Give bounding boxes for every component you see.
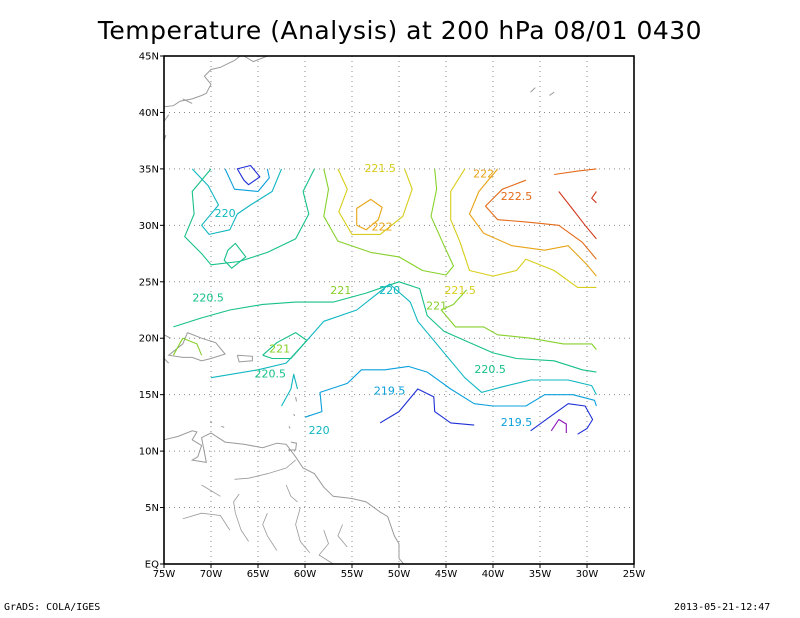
contour-222.5 — [554, 168, 597, 176]
coastline — [293, 413, 296, 417]
x-tick-label: 70W — [200, 569, 223, 580]
contour-223 — [591, 191, 597, 204]
river — [182, 512, 231, 531]
contour-label: 220.5 — [192, 292, 224, 305]
contour-219 — [530, 403, 594, 435]
contour-label: 221.5 — [364, 162, 396, 175]
contour-222 — [356, 198, 383, 231]
contour-label: 219.5 — [374, 384, 406, 397]
y-tick-label: 25N — [139, 277, 159, 288]
contour-label: 220 — [309, 424, 330, 437]
coastline — [163, 430, 405, 565]
contour-220.5 — [262, 332, 308, 360]
contour-219 — [236, 164, 261, 186]
river — [337, 524, 348, 548]
coastline — [243, 55, 282, 63]
plot-frame — [163, 55, 635, 565]
coastline — [295, 396, 297, 402]
contour-223 — [558, 191, 597, 240]
y-tick-label: 20N — [139, 334, 159, 345]
y-tick-label: EQ — [145, 560, 159, 571]
contour-label: 221 — [426, 300, 447, 313]
contour-221 — [440, 289, 597, 350]
contour-219.5 — [224, 168, 270, 193]
river — [262, 513, 278, 551]
coastline — [288, 441, 298, 451]
x-tick-label: 45W — [435, 569, 458, 580]
contour-221.5 — [337, 168, 413, 235]
footer-timestamp: 2013-05-21-12:47 — [674, 602, 771, 613]
river — [285, 484, 298, 503]
contour-label: 221 — [269, 343, 290, 356]
coastline — [209, 421, 213, 424]
y-tick-label: 5N — [145, 503, 159, 514]
contour-222.5 — [484, 179, 597, 260]
contour-221 — [172, 337, 203, 356]
contour-220 — [191, 168, 283, 235]
y-tick-label: 30N — [139, 221, 159, 232]
y-axis: EQ 5N 10N 15N 20N 25N 30N 35N 40N 45N — [139, 52, 164, 571]
x-tick-label: 60W — [294, 569, 317, 580]
y-tick-label: 35N — [139, 164, 159, 175]
coastline — [530, 87, 536, 93]
x-tick-label: 65W — [247, 569, 270, 580]
x-tick-label: 25W — [623, 569, 646, 580]
contour-221 — [323, 168, 455, 276]
contour-label: 222.5 — [501, 190, 533, 203]
contour-220.5 — [173, 281, 597, 373]
contour-221.5 — [450, 168, 597, 288]
x-tick-label: 75W — [153, 569, 176, 580]
x-tick-label: 55W — [341, 569, 364, 580]
contour-218.5 — [550, 418, 567, 433]
contour-label: 220.5 — [254, 367, 286, 380]
river — [295, 507, 311, 553]
contour-220.5 — [184, 168, 315, 266]
contour-label: 220.5 — [474, 363, 506, 376]
river — [201, 484, 221, 497]
y-tick-label: 40N — [139, 108, 159, 119]
river — [318, 529, 334, 565]
y-tick-label: 15N — [139, 390, 159, 401]
coastline — [163, 55, 241, 108]
x-axis: 75W 70W 65W 60W 55W 50W 45W 40W 35W 30W 25W — [153, 564, 646, 580]
x-tick-label: 30W — [576, 569, 599, 580]
coastline — [236, 354, 253, 363]
river — [233, 493, 249, 542]
x-tick-label: 35W — [529, 569, 552, 580]
contour-220.5 — [223, 242, 247, 269]
contour-label: 220 — [215, 207, 236, 220]
contour-label: 219.5 — [501, 416, 533, 429]
contour-label: 221.5 — [444, 284, 476, 297]
contour-label: 222 — [473, 168, 494, 181]
x-tick-label: 50W — [388, 569, 411, 580]
chart-title: Temperature (Analysis) at 200 hPa 08/01 … — [97, 16, 703, 45]
contour-labels: 221.5 222 222.5 222 220 220.5 221 220 221.5 221 22… — [192, 162, 532, 437]
contour-220 — [281, 373, 299, 407]
gridlines — [164, 56, 634, 564]
contour-219.5 — [304, 365, 597, 418]
x-tick-label: 40W — [482, 569, 505, 580]
coastline — [288, 426, 291, 429]
river — [234, 459, 296, 480]
contour-222 — [468, 168, 597, 277]
coastline — [221, 425, 225, 428]
contour-label: 222 — [372, 221, 393, 234]
footer-credit: GrADS: COLA/IGES — [4, 602, 101, 613]
contour-lines — [172, 164, 597, 435]
coastline — [182, 98, 193, 104]
contour-219 — [379, 388, 475, 426]
contour-label: 221 — [330, 284, 351, 297]
y-tick-label: 45N — [139, 52, 159, 63]
contour-label: 220 — [379, 284, 400, 297]
y-tick-label: 10N — [139, 447, 159, 458]
coastline-layer — [163, 55, 555, 565]
coastline — [163, 334, 171, 339]
coastline — [549, 91, 555, 96]
coastline — [167, 332, 226, 362]
